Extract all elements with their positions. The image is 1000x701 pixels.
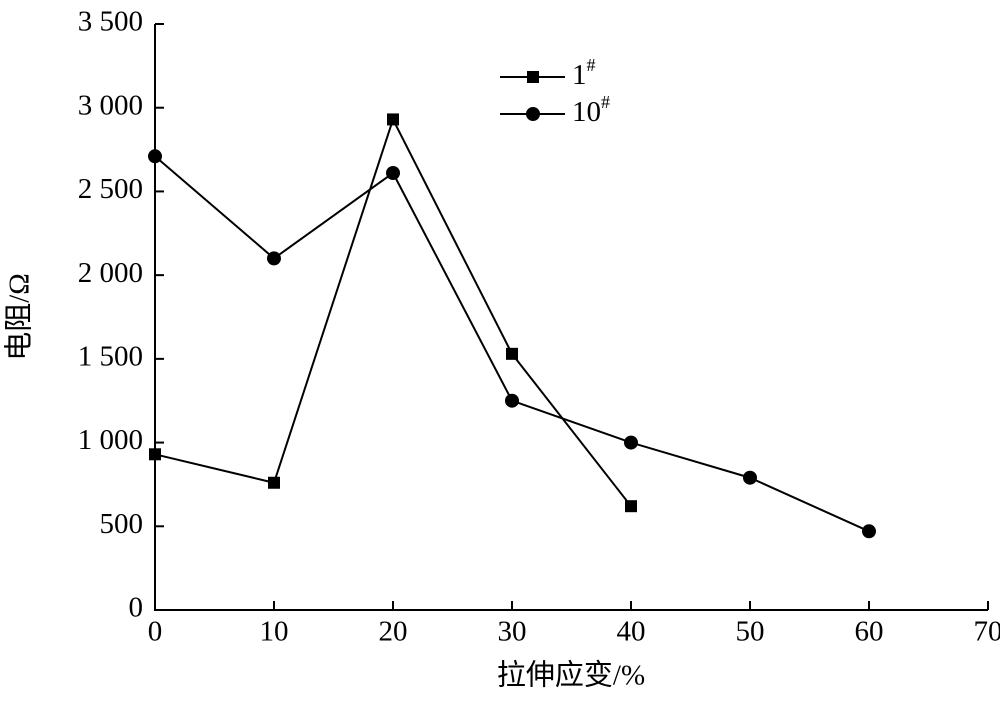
x-tick-label: 70 [974, 616, 1000, 648]
y-tick-label: 3 500 [78, 6, 143, 38]
y-tick-label: 2 500 [78, 173, 143, 205]
marker [149, 448, 161, 461]
y-tick-label: 500 [100, 508, 144, 540]
y-tick-label: 2 000 [78, 257, 143, 289]
marker [625, 500, 637, 513]
marker [526, 107, 540, 121]
x-axis-title: 拉伸应变/% [497, 659, 645, 692]
marker [624, 435, 638, 450]
legend-label: 1# [572, 55, 596, 91]
marker [387, 113, 399, 126]
y-tick-label: 0 [129, 592, 144, 624]
x-tick-label: 10 [260, 616, 289, 648]
y-axis-title: 电阻/Ω [3, 273, 36, 361]
y-tick-label: 1 000 [78, 424, 143, 456]
marker [267, 251, 281, 266]
marker [506, 347, 518, 360]
series-line [154, 155, 870, 533]
marker [862, 524, 876, 539]
x-tick-label: 20 [379, 616, 408, 648]
marker [386, 166, 400, 181]
x-tick-label: 60 [855, 616, 884, 648]
marker [743, 470, 757, 485]
x-tick-label: 40 [617, 616, 646, 648]
marker [268, 476, 280, 489]
marker [527, 71, 539, 83]
y-tick-label: 1 500 [78, 341, 143, 373]
x-tick-label: 30 [498, 616, 527, 648]
marker [505, 393, 519, 408]
legend-label: 10# [572, 92, 610, 128]
x-tick-label: 50 [736, 616, 765, 648]
x-tick-label: 0 [148, 616, 163, 648]
y-tick-label: 3 000 [78, 89, 143, 121]
marker [148, 149, 162, 164]
